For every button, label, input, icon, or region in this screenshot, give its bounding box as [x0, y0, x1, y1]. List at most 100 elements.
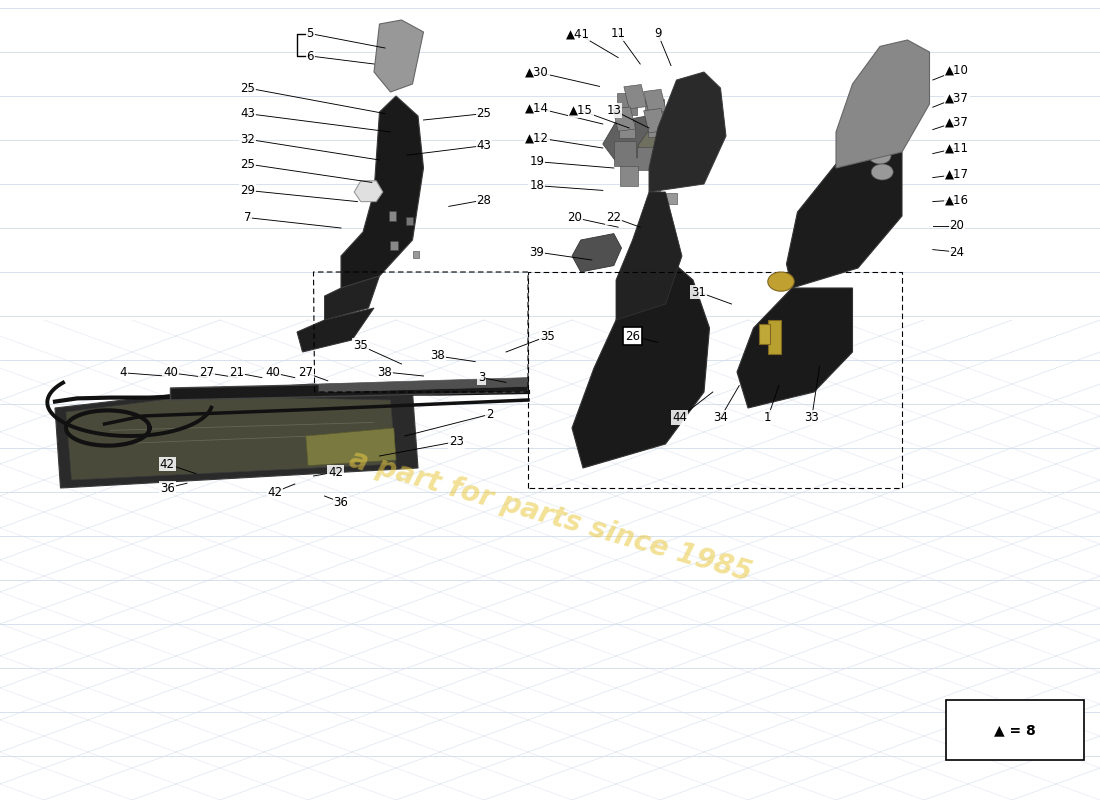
Text: 42: 42 — [267, 486, 283, 498]
Text: 28: 28 — [476, 194, 492, 206]
Circle shape — [673, 116, 717, 148]
Text: ▲37: ▲37 — [945, 115, 969, 128]
Polygon shape — [170, 380, 528, 400]
Text: 5: 5 — [307, 27, 314, 40]
Polygon shape — [572, 256, 710, 468]
Polygon shape — [306, 428, 396, 466]
Text: a part for parts since 1985: a part for parts since 1985 — [345, 445, 755, 587]
Text: ▲10: ▲10 — [945, 64, 969, 77]
Text: 29: 29 — [240, 184, 255, 197]
Text: 13: 13 — [606, 104, 621, 117]
Polygon shape — [836, 40, 930, 168]
Text: 40: 40 — [163, 366, 178, 379]
Text: 3: 3 — [478, 371, 485, 384]
Text: 35: 35 — [353, 339, 369, 352]
Polygon shape — [354, 181, 383, 202]
Text: ▲37: ▲37 — [945, 91, 969, 104]
Text: 42: 42 — [160, 458, 175, 470]
Bar — [389, 241, 398, 250]
Polygon shape — [759, 324, 770, 344]
FancyBboxPatch shape — [946, 700, 1084, 760]
Text: ▲30: ▲30 — [525, 66, 549, 78]
Text: 25: 25 — [240, 158, 255, 170]
Bar — [645, 99, 664, 122]
Polygon shape — [572, 234, 621, 272]
Text: ▲41: ▲41 — [565, 27, 590, 40]
Text: 6: 6 — [307, 50, 314, 62]
Text: 26: 26 — [625, 330, 640, 342]
Bar — [414, 251, 418, 258]
Text: 11: 11 — [610, 27, 626, 40]
Polygon shape — [616, 192, 682, 320]
Text: 20: 20 — [566, 211, 582, 224]
Circle shape — [865, 130, 891, 150]
Text: 2: 2 — [486, 408, 493, 421]
Text: 25: 25 — [240, 82, 255, 94]
Text: 42: 42 — [328, 466, 343, 478]
Text: 18: 18 — [529, 179, 544, 192]
Text: 39: 39 — [529, 246, 544, 258]
Bar — [617, 93, 637, 115]
Bar — [614, 141, 636, 166]
Text: 34: 34 — [713, 411, 728, 424]
Polygon shape — [768, 320, 781, 354]
Bar — [652, 170, 668, 186]
Text: 31: 31 — [691, 286, 706, 298]
Text: ▲ = 8: ▲ = 8 — [994, 723, 1035, 737]
Text: ▲15: ▲15 — [569, 104, 593, 117]
Bar — [648, 122, 661, 137]
Text: 1: 1 — [764, 411, 771, 424]
Polygon shape — [786, 144, 902, 288]
Polygon shape — [649, 72, 726, 192]
Bar — [389, 211, 396, 221]
Text: 25: 25 — [476, 107, 492, 120]
Bar — [613, 107, 636, 131]
Circle shape — [869, 148, 891, 164]
Polygon shape — [603, 114, 671, 162]
Text: 38: 38 — [377, 366, 393, 378]
Polygon shape — [737, 288, 852, 408]
Bar — [406, 217, 412, 225]
Bar — [649, 186, 660, 198]
Text: 27: 27 — [199, 366, 214, 379]
Text: ▲16: ▲16 — [945, 194, 969, 206]
Text: 32: 32 — [240, 133, 255, 146]
Polygon shape — [297, 308, 374, 352]
Text: 27: 27 — [298, 366, 314, 379]
Text: 22: 22 — [606, 211, 621, 224]
Text: 33: 33 — [804, 411, 820, 424]
Circle shape — [768, 272, 794, 291]
Bar — [620, 166, 638, 186]
Text: 43: 43 — [476, 139, 492, 152]
Text: 36: 36 — [160, 482, 175, 494]
Polygon shape — [324, 276, 380, 320]
Text: 4: 4 — [120, 366, 127, 379]
Text: ▲17: ▲17 — [945, 168, 969, 181]
Text: ▲12: ▲12 — [525, 131, 549, 144]
Polygon shape — [341, 96, 424, 288]
Text: 35: 35 — [540, 330, 556, 342]
Bar — [666, 193, 676, 204]
Text: 24: 24 — [949, 246, 965, 258]
Text: 9: 9 — [654, 27, 661, 40]
Text: 23: 23 — [449, 435, 464, 448]
Polygon shape — [374, 20, 424, 92]
Polygon shape — [66, 396, 396, 480]
Bar — [624, 85, 647, 109]
Bar — [637, 147, 657, 170]
Circle shape — [871, 164, 893, 180]
Text: 20: 20 — [949, 219, 965, 232]
Polygon shape — [638, 124, 691, 162]
Text: ▲11: ▲11 — [945, 142, 969, 154]
Text: 43: 43 — [240, 107, 255, 120]
Text: 21: 21 — [229, 366, 244, 379]
Text: 40: 40 — [265, 366, 280, 379]
Text: 36: 36 — [333, 496, 349, 509]
Text: 7: 7 — [244, 211, 251, 224]
Bar — [664, 127, 678, 142]
Text: 38: 38 — [430, 350, 446, 362]
Text: ▲14: ▲14 — [525, 102, 549, 114]
Text: 19: 19 — [529, 155, 544, 168]
Bar — [619, 121, 635, 138]
Bar — [644, 90, 667, 114]
